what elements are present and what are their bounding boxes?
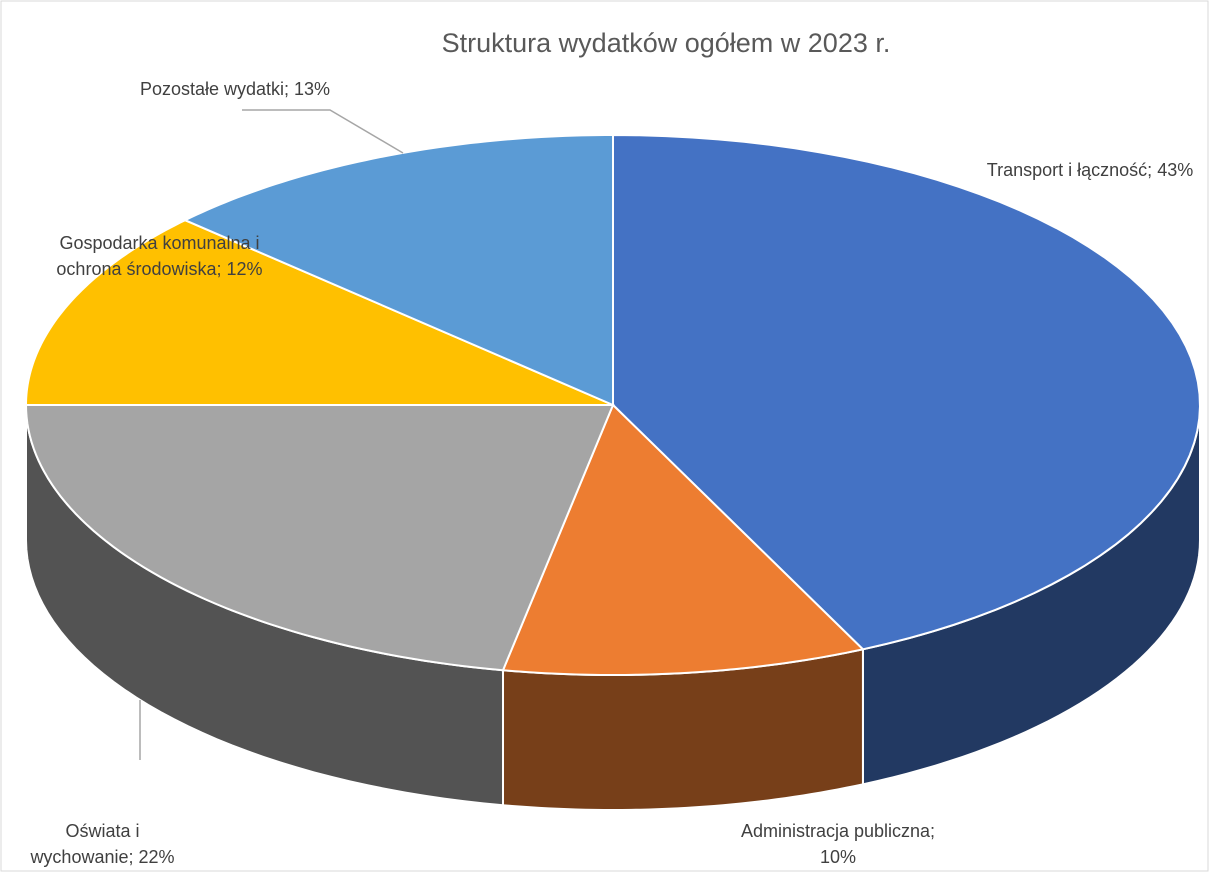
label-value: 13% <box>294 79 331 99</box>
slice <box>612 133 1201 651</box>
label-value: 12% <box>226 259 263 279</box>
pie-tops <box>24 133 1201 677</box>
label-value: 43% <box>1157 160 1194 180</box>
data-label: Gospodarka komunalna i ochrona środowisk… <box>52 230 267 282</box>
slice <box>182 133 614 407</box>
data-label: Oświata i wychowanie; 22% <box>15 818 190 870</box>
data-label: Transport i łączność; 43% <box>975 157 1205 183</box>
label-category: Pozostałe wydatki; <box>139 79 290 99</box>
slice <box>24 404 615 672</box>
label-value: 22% <box>138 847 175 867</box>
label-category: Administracja publiczna; <box>740 821 936 841</box>
label-category: Oświata i wychowanie; <box>30 821 140 867</box>
slice <box>24 219 614 406</box>
leader-line <box>242 109 404 154</box>
label-category: Transport i łączność; <box>986 160 1153 180</box>
label-value: 10% <box>819 847 857 867</box>
label-category: Gospodarka komunalna i ochrona środowisk… <box>56 233 260 279</box>
slice <box>501 403 865 677</box>
chart-title: Struktura wydatków ogółem w 2023 r. <box>441 28 891 58</box>
data-label: Administracja publiczna; 10% <box>738 818 938 870</box>
data-label: Pozostałe wydatki; 13% <box>135 76 335 102</box>
